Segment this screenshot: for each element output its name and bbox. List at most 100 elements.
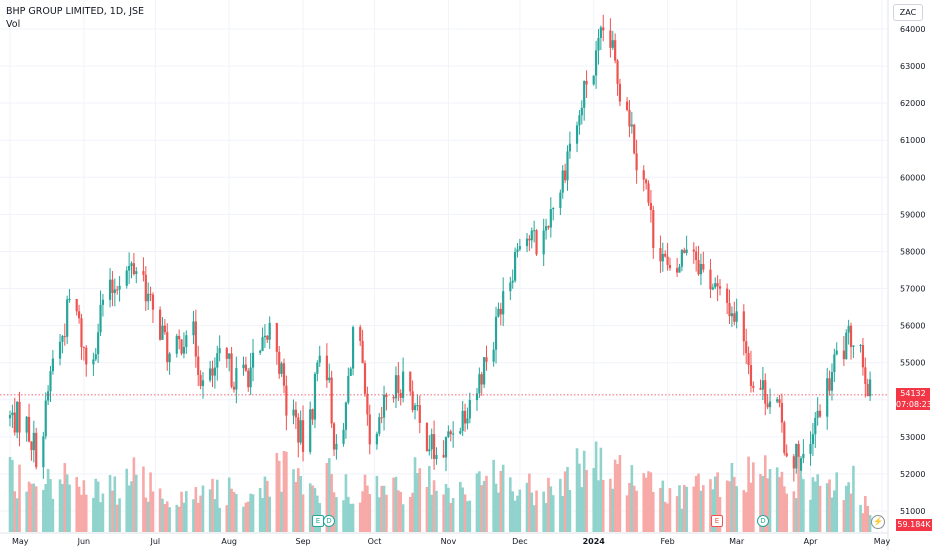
candle-body [645,179,648,184]
candle-body [466,418,469,424]
volume-bar [77,486,81,532]
candle-body [63,336,66,338]
candle-body [452,433,455,435]
volume-bar [325,463,329,532]
volume-bar [358,502,362,532]
candle-body [847,325,850,333]
volume-bar [101,493,105,532]
volume-bar [597,480,600,532]
volume-bar [125,468,129,532]
candle-body [799,458,803,471]
candle-body [394,375,398,399]
volume-bar [34,486,38,532]
candle-body [468,400,471,419]
candle-body [518,246,521,250]
dividend-event-icon[interactable]: D [323,515,335,527]
volume-bar [778,477,781,532]
candle-body [299,420,302,443]
candle-body [266,335,269,340]
volume-bar [518,489,522,532]
currency-button[interactable]: ZAC [893,4,923,21]
last-price-value: 54132 [900,389,926,398]
candle-body [609,30,612,48]
candle-body [630,124,633,127]
volume-bar [377,497,381,532]
candle-body [745,341,748,354]
candle-body [149,293,152,295]
candle-body [764,380,767,404]
volume-bar [108,475,112,532]
price-tick-label: 61000 [900,136,925,145]
candle-body [309,409,312,452]
candle-body [130,263,133,266]
volume-bar [413,457,417,532]
candle-body [49,371,52,392]
volume-bar [65,474,69,532]
candle-body [685,249,688,253]
volume-bar [96,481,100,532]
volume-bar [111,490,114,532]
candle-body [530,230,533,241]
candle-body [499,308,502,315]
candle-body [666,256,669,265]
candle-body [251,352,255,368]
candle-body [602,27,605,31]
volume-bar [528,473,531,532]
volume-bar [730,463,734,532]
dividend-event-icon[interactable]: D [757,515,769,527]
volume-bar [416,472,419,532]
volume-bar [30,483,33,532]
volume-bar [566,466,569,532]
candle-body [363,363,367,394]
candle-body [108,279,112,300]
volume-bar [816,474,819,532]
candle-body [435,454,438,460]
candle-body [344,402,348,430]
candle-body [747,353,750,366]
volume-bar [466,501,469,532]
time-tick-label: 2024 [583,537,606,546]
candle-body [409,371,412,392]
volume-bar [213,499,217,532]
volume-bar [280,491,283,532]
candle-body [94,354,97,360]
volume-bar [151,491,155,532]
volume-bar [11,460,14,532]
candle-body [25,416,28,433]
volume-bar [511,491,515,532]
candle-body [428,449,431,452]
volume-bar [797,456,800,532]
volume-bar [599,447,603,532]
candle-body [811,434,815,444]
candle-body [585,80,588,85]
volume-bar [561,495,565,532]
volume-bar [375,475,379,532]
candle-body [44,400,47,437]
volume-bar [58,479,62,532]
candle-body [268,322,271,340]
volume-bar [301,494,305,532]
volume-bar [651,492,655,532]
candle-body [232,386,236,390]
volume-bar [249,493,252,532]
volume-bar [308,483,312,532]
candle-body [845,332,848,360]
volume-bar [294,481,298,532]
volume-bar [718,496,722,532]
volume-bar [444,483,448,532]
candle-body [859,345,862,347]
volume-bar [49,479,52,532]
candle-body [802,453,805,459]
volume-bar [347,496,350,532]
earnings-event-icon[interactable]: E [711,515,723,527]
volume-bar [134,474,138,532]
candle-body [864,367,867,384]
volume-bar [80,494,83,532]
symbol-title: BHP GROUP LIMITED, 1D, JSE [6,6,145,17]
volume-bar [335,497,338,532]
flash-icon[interactable]: ⚡ [871,515,885,529]
candle-body [485,357,488,362]
volume-bar [344,474,348,532]
volume-bar [327,458,331,532]
